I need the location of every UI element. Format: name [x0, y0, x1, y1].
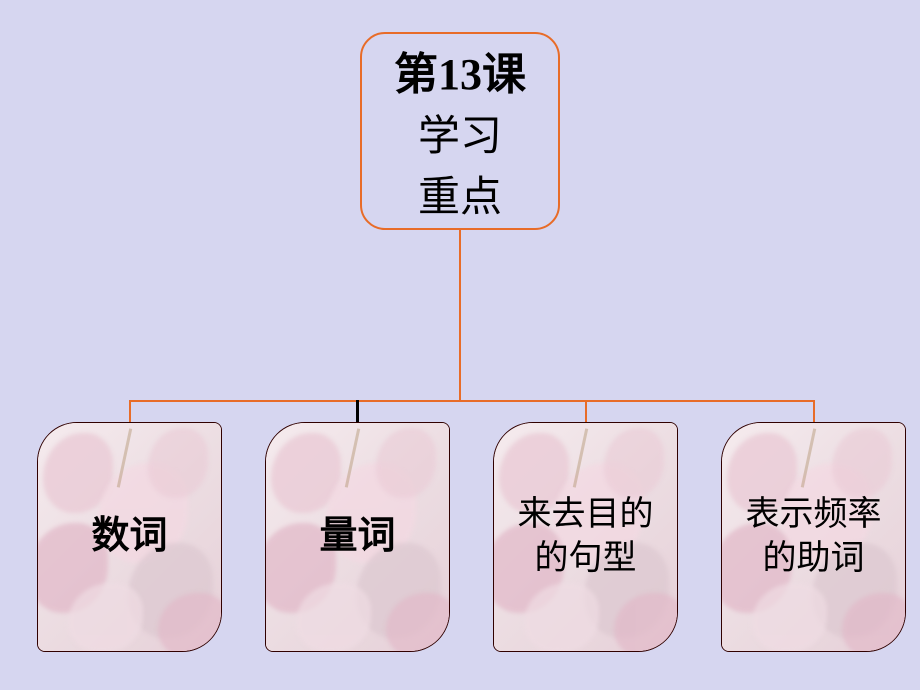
root-node: 第13课 学习 重点 — [360, 32, 560, 230]
connector-horizontal — [129, 400, 815, 402]
child-label-3: 表示频率 的助词 — [746, 493, 882, 581]
child-node-3: 表示频率 的助词 — [721, 422, 906, 652]
connector-drop-1 — [356, 400, 359, 422]
root-subtitle-1: 学习 — [418, 102, 502, 163]
connector-drop-3 — [813, 400, 815, 422]
root-subtitle-2: 重点 — [418, 163, 502, 224]
connector-drop-2 — [585, 400, 587, 422]
connector-drop-0 — [129, 400, 131, 422]
child-node-1: 量词 — [265, 422, 450, 652]
child-label-1: 量词 — [319, 512, 395, 561]
child-label-2: 来去目的 的句型 — [518, 493, 654, 581]
connector-main-vertical — [459, 230, 461, 400]
child-node-2: 来去目的 的句型 — [493, 422, 678, 652]
child-node-0: 数词 — [37, 422, 222, 652]
child-label-0: 数词 — [91, 512, 167, 561]
root-title: 第13课 — [394, 38, 526, 102]
